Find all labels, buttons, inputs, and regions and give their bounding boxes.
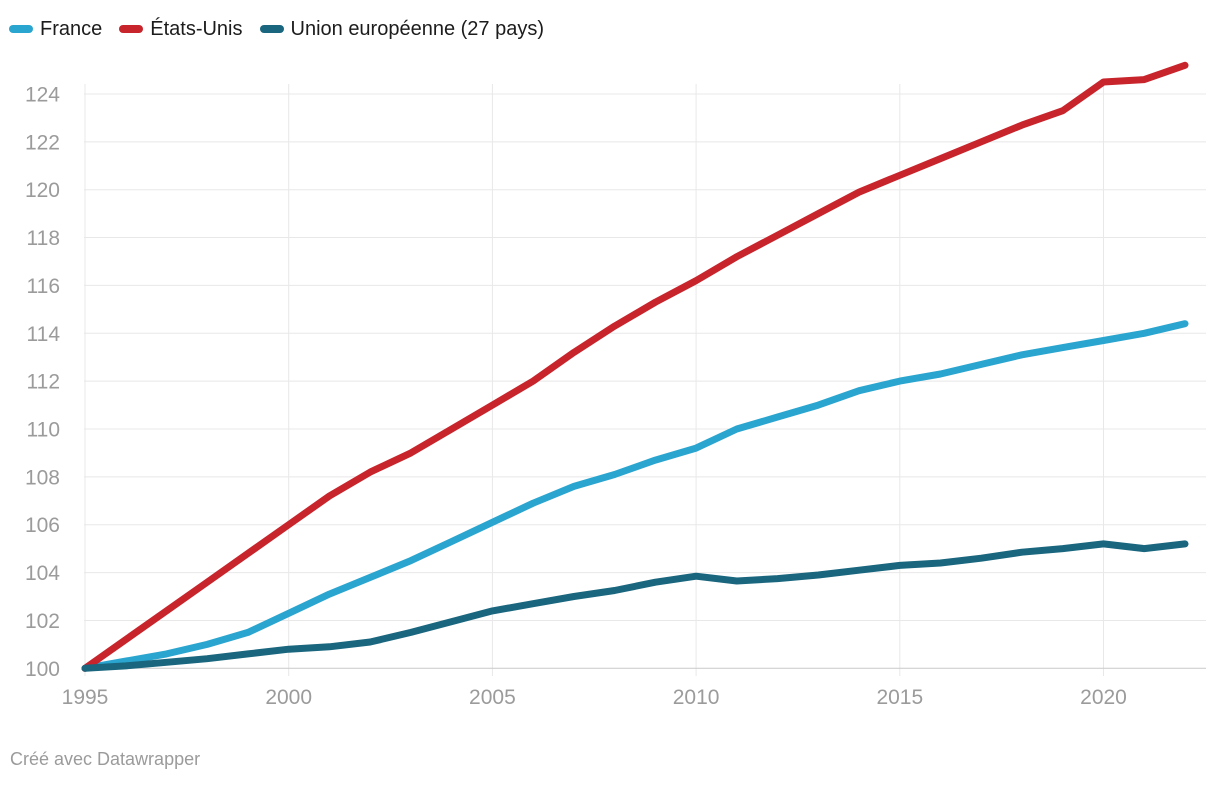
y-tick-label: 122 bbox=[25, 131, 60, 154]
x-tick-label: 2005 bbox=[469, 686, 516, 709]
y-tick-label: 120 bbox=[25, 179, 60, 202]
y-tick-label: 114 bbox=[27, 323, 61, 346]
y-tick-label: 118 bbox=[27, 227, 60, 250]
series-line-etats-unis bbox=[81, 61, 1189, 672]
y-tick-label: 110 bbox=[27, 419, 60, 442]
x-tick-label: 2010 bbox=[673, 686, 720, 709]
legend-swatch-etats-unis bbox=[119, 25, 144, 33]
legend: France États-Unis Union européenne (27 pay… bbox=[9, 17, 544, 41]
attribution-link[interactable]: Créé avec Datawrapper bbox=[10, 749, 201, 769]
series-line-ue27 bbox=[81, 540, 1189, 672]
legend-label: France bbox=[40, 18, 103, 40]
legend-label: États-Unis bbox=[150, 18, 243, 40]
y-tick-label: 102 bbox=[25, 610, 60, 633]
y-tick-label: 112 bbox=[27, 371, 60, 394]
y-tick-label: 104 bbox=[25, 562, 60, 585]
legend-label: Union européenne (27 pays) bbox=[290, 18, 545, 40]
legend-item-ue27: Union européenne (27 pays) bbox=[259, 17, 545, 41]
y-tick-label: 108 bbox=[25, 466, 60, 489]
x-tick-label: 1995 bbox=[62, 686, 109, 709]
x-tick-label: 2020 bbox=[1080, 686, 1127, 709]
legend-item-france: France bbox=[9, 17, 102, 41]
y-tick-label: 100 bbox=[25, 658, 60, 681]
y-tick-label: 106 bbox=[25, 514, 60, 537]
legend-item-etats-unis: États-Unis bbox=[119, 17, 243, 41]
legend-swatch-ue27 bbox=[259, 25, 284, 33]
y-tick-label: 124 bbox=[25, 83, 60, 106]
y-tick-label: 116 bbox=[27, 275, 60, 298]
x-tick-label: 2015 bbox=[876, 686, 923, 709]
x-tick-label: 2000 bbox=[265, 686, 312, 709]
legend-swatch-france bbox=[9, 25, 33, 33]
series-line-france bbox=[81, 320, 1189, 672]
